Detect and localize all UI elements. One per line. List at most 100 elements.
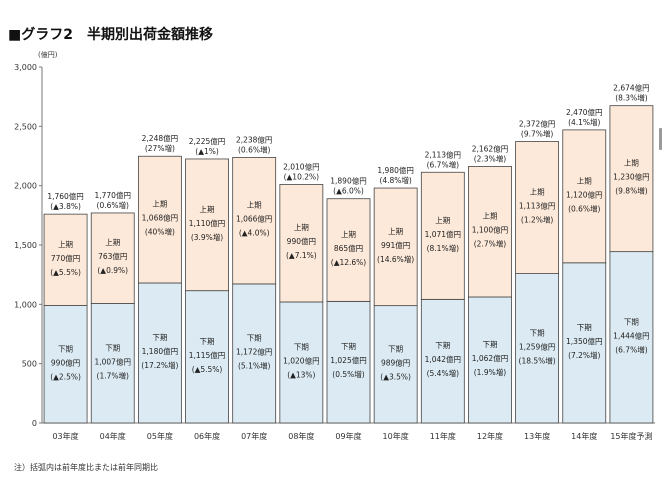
bar-segment-kamiki (185, 158, 229, 292)
segment-name-label: 下期 (341, 342, 356, 351)
segment-change-label: (▲13%) (287, 370, 315, 379)
segment-value-label: 1,115億円 (189, 350, 225, 360)
segment-name-label: 上期 (152, 200, 167, 209)
segment-change-label: (40%増) (145, 227, 175, 237)
segment-name-label: 下期 (482, 340, 497, 349)
segment-change-label: (▲5.5%) (192, 365, 223, 374)
segment-name-label: 下期 (435, 341, 450, 350)
y-tick-label: 1,500 (14, 241, 37, 250)
segment-change-label: (2.7%増) (474, 239, 506, 249)
segment-name-label: 下期 (388, 344, 403, 353)
segment-value-label: 1,444億円 (613, 330, 649, 340)
segment-change-label: (▲12.6%) (331, 258, 367, 267)
segment-change-label: (14.6%増) (377, 254, 414, 264)
segment-name-label: 下期 (624, 317, 639, 326)
segment-value-label: 1,020億円 (283, 355, 319, 365)
y-tick-label: 3,000 (14, 63, 37, 72)
segment-change-label: (18.5%増) (519, 355, 556, 365)
bar-segment-kamiki (420, 171, 465, 300)
segment-change-label: (▲4.0%) (239, 229, 270, 238)
segment-change-label: (▲7.1%) (286, 251, 317, 260)
bar-segment-shimoki (609, 251, 654, 424)
bar-segment-kamiki (279, 184, 324, 303)
total-change-label: (9.7%増) (521, 129, 553, 139)
total-value-label: 2,010億円 (283, 161, 319, 171)
x-tick-label: 08年度 (288, 431, 314, 441)
segment-name-label: 上期 (247, 201, 262, 210)
total-change-label: (8.3%増) (615, 93, 647, 103)
bar-segment-shimoki (420, 298, 465, 424)
bar-segment-shimoki (232, 283, 277, 424)
segment-value-label: 1,350億円 (566, 336, 602, 346)
bar-segment-kamiki (468, 166, 512, 298)
bar-segment-shimoki (515, 273, 560, 424)
x-tick-label: 11年度 (430, 431, 456, 441)
bar-segment-shimoki (373, 305, 418, 424)
x-tick-label: 14年度 (571, 431, 597, 441)
y-tick-label: 0 (32, 419, 37, 428)
segment-name-label: 下期 (247, 333, 262, 342)
y-tick-label: 1,000 (14, 300, 37, 309)
segment-value-label: 1,172億円 (236, 346, 272, 356)
total-change-label: (6.7%増) (427, 159, 459, 169)
segment-name-label: 上期 (58, 240, 73, 249)
segment-name-label: 上期 (530, 188, 545, 197)
total-value-label: 2,113億円 (425, 149, 461, 159)
segment-change-label: (▲5.5%) (50, 268, 81, 277)
x-tick-label: 06年度 (194, 431, 220, 441)
segment-value-label: 990億円 (51, 357, 80, 367)
bar-segment-shimoki (326, 300, 371, 424)
segment-value-label: 1,259億円 (519, 341, 555, 351)
segment-value-label: 989億円 (381, 357, 410, 367)
y-tick-label: 2,000 (14, 182, 37, 191)
segment-change-label: (8.1%増) (427, 243, 459, 253)
segment-name-label: 上期 (105, 238, 120, 247)
total-change-label: (2.3%増) (474, 153, 506, 163)
segment-name-label: 上期 (294, 223, 309, 232)
segment-value-label: 1,066億円 (236, 214, 272, 224)
bar-segment-kamiki (326, 198, 371, 302)
scrollbar-thumb[interactable] (659, 128, 662, 150)
segment-change-label: (▲3.5%) (380, 372, 411, 381)
segment-change-label: (7.2%増) (568, 350, 600, 360)
segment-value-label: 1,007億円 (94, 356, 130, 366)
segment-name-label: 上期 (482, 212, 497, 221)
segment-change-label: (1.9%増) (474, 367, 506, 377)
segment-name-label: 下期 (58, 344, 73, 353)
segment-value-label: 1,071億円 (425, 229, 461, 239)
x-tick-label: 13年度 (524, 431, 550, 441)
x-tick-label: 04年度 (100, 431, 126, 441)
total-change-label: (▲10.2%) (284, 172, 320, 181)
x-tick-label: 12年度 (477, 431, 503, 441)
segment-name-label: 上期 (341, 230, 356, 239)
segment-value-label: 991億円 (381, 240, 410, 250)
segment-change-label: (0.5%増) (332, 369, 364, 379)
total-value-label: 2,238億円 (236, 134, 272, 144)
x-tick-label: 09年度 (335, 431, 361, 441)
x-tick-label: 05年度 (147, 431, 173, 441)
segment-name-label: 上期 (435, 216, 450, 225)
segment-value-label: 770億円 (51, 253, 80, 263)
bar-segment-shimoki (137, 282, 182, 424)
segment-name-label: 下期 (294, 342, 309, 351)
total-change-label: (▲6.0%) (333, 187, 364, 196)
total-value-label: 2,470億円 (566, 107, 602, 117)
x-tick-label: 10年度 (383, 431, 409, 441)
segment-change-label: (5.4%増) (427, 368, 459, 378)
bar-segment-kamiki (515, 141, 560, 274)
bar-segment-shimoki (279, 301, 324, 424)
bar-segment-shimoki (43, 305, 88, 424)
total-change-label: (27%増) (145, 143, 175, 153)
segment-name-label: 下期 (530, 328, 545, 337)
segment-change-label: (3.9%増) (191, 232, 223, 242)
page-title: ■グラフ2 半期別出荷金額推移 (8, 27, 213, 43)
bar-segment-kamiki (137, 155, 182, 284)
segment-change-label: (1.7%増) (97, 370, 129, 380)
x-tick-label: 15年度予測 (610, 431, 652, 441)
x-tick-label: 03年度 (52, 431, 78, 441)
segment-change-label: (▲2.5%) (50, 372, 81, 381)
total-value-label: 2,674億円 (613, 83, 649, 93)
segment-value-label: 1,025億円 (330, 355, 366, 365)
total-value-label: 2,248億円 (142, 133, 178, 143)
segment-change-label: (0.6%増) (568, 203, 600, 213)
